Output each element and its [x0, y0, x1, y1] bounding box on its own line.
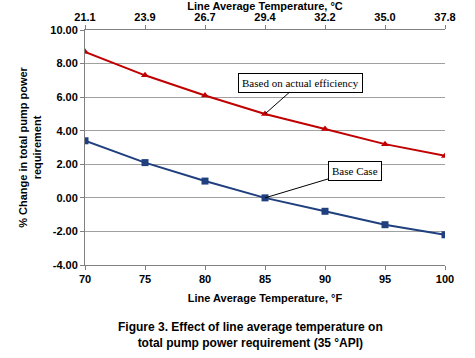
svg-text:2.00: 2.00	[56, 158, 77, 170]
svg-text:70: 70	[79, 273, 91, 285]
svg-text:100: 100	[436, 273, 454, 285]
svg-text:Base Case: Base Case	[332, 165, 378, 177]
svg-text:85: 85	[259, 273, 271, 285]
svg-text:Line Average Temperature, °F: Line Average Temperature, °F	[188, 292, 343, 304]
svg-text:Figure 3. Effect of line avera: Figure 3. Effect of line average tempera…	[118, 320, 383, 350]
svg-text:% Change in total pump powerre: % Change in total pump powerrequirement	[17, 66, 43, 227]
svg-text:37.8: 37.8	[434, 11, 455, 23]
svg-text:6.00: 6.00	[56, 91, 77, 103]
svg-text:35.0: 35.0	[374, 11, 395, 23]
svg-text:21.1: 21.1	[74, 11, 95, 23]
svg-text:-2.00: -2.00	[53, 225, 78, 237]
svg-text:8.00: 8.00	[56, 57, 77, 69]
svg-text:29.4: 29.4	[254, 11, 276, 23]
svg-text:32.2: 32.2	[314, 11, 335, 23]
svg-text:26.7: 26.7	[194, 11, 215, 23]
svg-text:90: 90	[319, 273, 331, 285]
svg-text:80: 80	[199, 273, 211, 285]
svg-text:Based on actual efficiency: Based on actual efficiency	[242, 77, 359, 89]
svg-text:95: 95	[379, 273, 391, 285]
svg-text:Line Average Temperature, °C: Line Average Temperature, °C	[187, 0, 343, 12]
svg-text:-4.00: -4.00	[53, 259, 78, 271]
svg-text:0.00: 0.00	[56, 192, 77, 204]
svg-text:10.00: 10.00	[50, 24, 78, 36]
svg-text:4.00: 4.00	[56, 125, 77, 137]
svg-text:75: 75	[139, 273, 151, 285]
svg-text:23.9: 23.9	[134, 11, 155, 23]
